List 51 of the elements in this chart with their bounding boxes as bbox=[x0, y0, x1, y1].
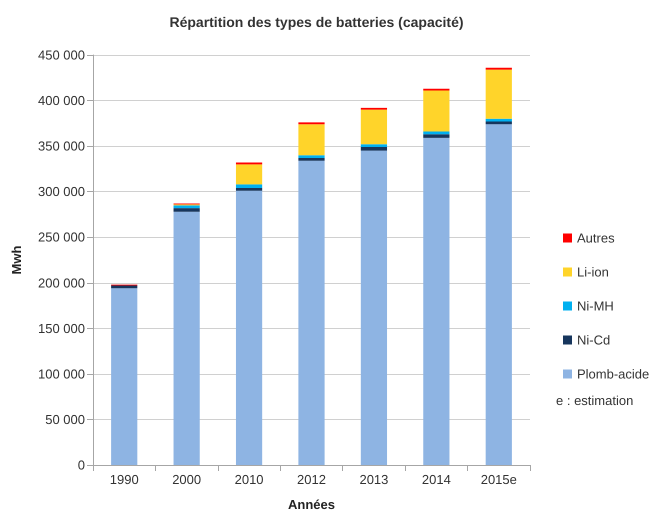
bar bbox=[423, 132, 450, 134]
bar bbox=[174, 208, 200, 212]
y-tick-label: 200 000 bbox=[38, 275, 85, 290]
y-tick-label: 300 000 bbox=[38, 184, 85, 200]
bar bbox=[111, 286, 138, 288]
y-tick-label: 0 bbox=[78, 458, 85, 472]
bar bbox=[360, 110, 388, 144]
bar bbox=[423, 134, 450, 138]
y-tick-label: 450 000 bbox=[38, 48, 85, 62]
y-tick-label: 400 000 bbox=[38, 93, 85, 108]
bar bbox=[298, 160, 325, 465]
bar bbox=[486, 70, 512, 119]
y-tick-label: 350 000 bbox=[38, 138, 85, 154]
y-axis-title: Mwh bbox=[9, 246, 24, 274]
bar bbox=[111, 288, 138, 465]
y-tick-label: 50 000 bbox=[45, 412, 85, 427]
bar bbox=[360, 147, 388, 151]
bar bbox=[423, 90, 450, 132]
bar bbox=[360, 150, 388, 465]
y-tick-label: 250 000 bbox=[38, 230, 85, 245]
x-axis-title: Années bbox=[288, 497, 335, 512]
bar bbox=[486, 124, 512, 465]
legend-label: Ni-MH bbox=[577, 298, 614, 314]
bar bbox=[298, 158, 325, 161]
text: e : estimation bbox=[556, 393, 634, 408]
chart-title: Répartition des types de batteries (capacité) bbox=[169, 14, 464, 30]
x-tick-label: 2014 bbox=[422, 472, 451, 487]
x-tick-label: 1990 bbox=[110, 472, 139, 487]
legend-label: Ni-Cd bbox=[577, 332, 610, 348]
bar bbox=[486, 122, 512, 124]
bar bbox=[236, 164, 262, 184]
y-tick-label: 100 000 bbox=[38, 366, 85, 382]
bar bbox=[360, 144, 388, 148]
legend-label: Autres bbox=[577, 230, 616, 246]
x-tick-label: 2013 bbox=[359, 472, 388, 487]
legend-label: Plomb-acide bbox=[577, 366, 650, 382]
bar bbox=[236, 190, 262, 465]
x-tick-label: 2012 bbox=[297, 472, 326, 487]
x-tick-label: 2015e bbox=[480, 472, 517, 487]
bar bbox=[486, 118, 512, 122]
x-tick-label: 2000 bbox=[172, 472, 202, 487]
y-tick-label: 150 000 bbox=[38, 320, 85, 336]
bar bbox=[423, 138, 450, 465]
bar bbox=[298, 124, 325, 156]
bar bbox=[236, 188, 262, 191]
legend-label: Li-ion bbox=[577, 264, 609, 280]
bar bbox=[236, 184, 262, 188]
bar bbox=[174, 205, 200, 208]
bar bbox=[174, 212, 200, 465]
bar bbox=[298, 155, 325, 158]
x-tick-label: 2010 bbox=[234, 472, 264, 487]
